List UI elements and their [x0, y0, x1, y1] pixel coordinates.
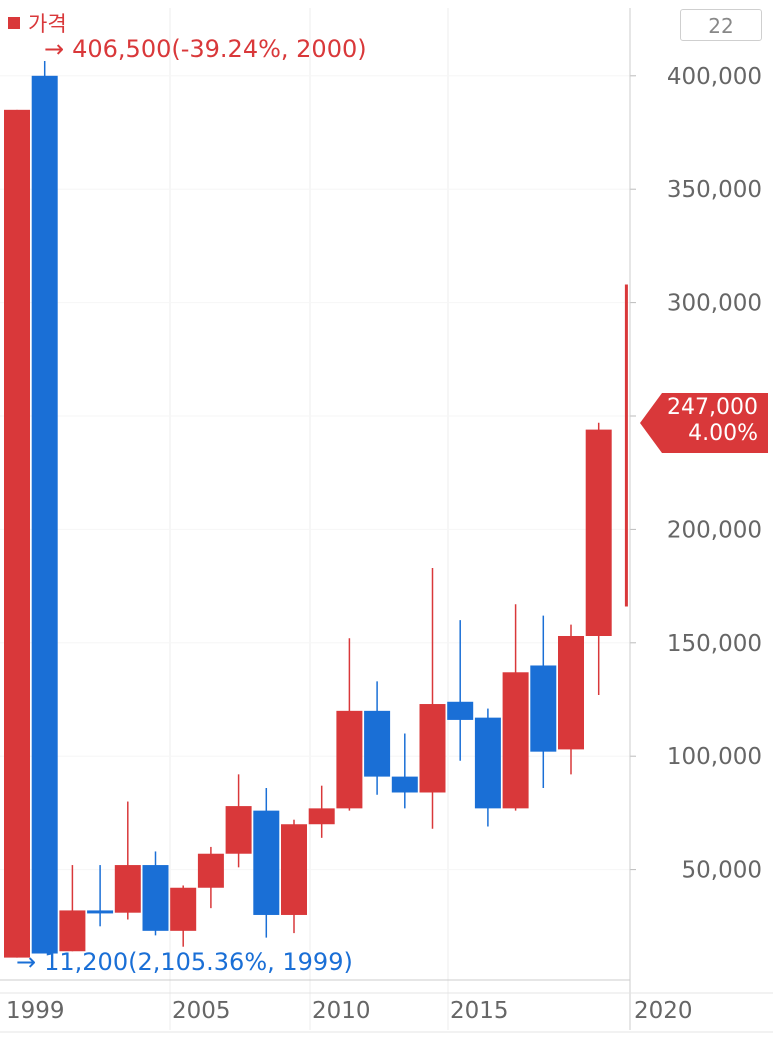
- candle-body: [4, 109, 30, 958]
- y-tick-label: 200,000: [667, 517, 762, 543]
- y-tick-label: 150,000: [667, 631, 762, 657]
- plot-area: [0, 8, 630, 980]
- candle-body: [142, 865, 169, 931]
- y-tick-label: 300,000: [667, 291, 762, 317]
- y-tick-label: 50,000: [682, 858, 762, 884]
- candle-body: [474, 717, 501, 809]
- high-arrow-icon: →: [44, 35, 65, 63]
- current-change: 4.00%: [688, 421, 758, 446]
- period-box[interactable]: 22: [680, 9, 762, 41]
- low-arrow-icon: →: [16, 948, 37, 976]
- x-tick-label: 2005: [172, 998, 231, 1024]
- candle-body: [419, 704, 446, 793]
- low-annotation: → 11,200(2,105.36%, 1999): [16, 948, 353, 976]
- candle-body: [558, 635, 584, 750]
- candle-body: [31, 75, 58, 954]
- candle-body: [391, 776, 418, 793]
- candle-body: [585, 429, 612, 636]
- candle-body: [114, 865, 141, 913]
- candle-body: [197, 853, 224, 888]
- x-tick-label: 1999: [6, 998, 65, 1024]
- high-annotation: → 406,500(-39.24%, 2000): [44, 35, 367, 63]
- low-annotation-text: 11,200(2,105.36%, 1999): [44, 948, 353, 976]
- candle-body: [308, 808, 335, 825]
- candle-body: [447, 701, 474, 720]
- legend-label: 가격: [28, 12, 67, 36]
- candle-body: [502, 672, 529, 809]
- candle-body: [530, 665, 557, 752]
- y-tick-label: 100,000: [667, 744, 762, 770]
- x-tick-label: 2010: [312, 998, 371, 1024]
- candle-body: [87, 910, 114, 914]
- price-tag-shape: [640, 393, 768, 453]
- legend-swatch-icon: [8, 17, 20, 29]
- candle-body: [225, 806, 252, 854]
- candle-body: [170, 887, 197, 931]
- candle-body: [59, 910, 86, 952]
- current-price-tag: 247,000 4.00%: [640, 393, 768, 453]
- x-tick-label: 2020: [634, 998, 693, 1024]
- candle-body: [336, 710, 363, 809]
- current-price: 247,000: [667, 395, 758, 420]
- candle-body: [253, 810, 280, 915]
- legend: 가격: [8, 8, 67, 38]
- high-annotation-text: 406,500(-39.24%, 2000): [72, 35, 367, 63]
- x-tick-label: 2015: [450, 998, 509, 1024]
- candle-body: [281, 824, 307, 915]
- y-tick-label: 400,000: [667, 64, 762, 90]
- y-tick-label: 350,000: [667, 177, 762, 203]
- candle-body: [364, 710, 391, 777]
